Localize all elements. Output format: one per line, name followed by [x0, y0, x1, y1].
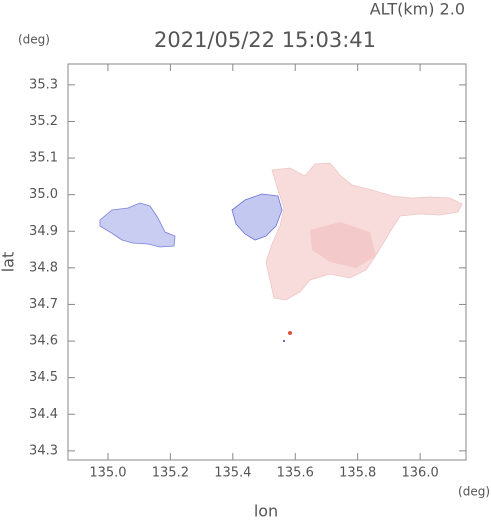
x-unit: (deg): [458, 485, 490, 499]
y-tick-label: 34.4: [29, 407, 58, 422]
y-tick-label: 35.2: [29, 114, 58, 129]
x-tick-label: 135.6: [277, 466, 314, 481]
y-tick-label: 35.3: [29, 77, 58, 92]
y-tick-label: 35.0: [29, 187, 58, 202]
y-axis-label: lat: [0, 252, 18, 273]
echo-region: [99, 202, 176, 248]
y-tick-label: 34.6: [29, 334, 58, 349]
echo-region: [310, 222, 376, 268]
x-tick-label: 136.0: [402, 466, 439, 481]
x-tick-label: 135.4: [214, 466, 251, 481]
plot-frame: [67, 63, 467, 461]
x-tick-label: 135.0: [89, 466, 126, 481]
echo-point: [283, 340, 285, 342]
y-tick-label: 34.5: [29, 370, 58, 385]
x-axis-label: lon: [254, 502, 278, 521]
echo-region: [231, 193, 283, 241]
y-tick-label: 34.7: [29, 297, 58, 312]
x-tick-label: 135.2: [152, 466, 189, 481]
echo-point: [288, 331, 292, 335]
y-tick-label: 35.1: [29, 151, 58, 166]
chart-title: 2021/05/22 15:03:41: [154, 28, 376, 52]
echo-field: [99, 162, 463, 342]
y-tick-label: 34.9: [29, 224, 58, 239]
y-unit: (deg): [18, 33, 50, 47]
altitude-label: ALT(km) 2.0: [370, 0, 465, 19]
x-tick-label: 135.8: [339, 466, 376, 481]
y-tick-label: 34.3: [29, 443, 58, 458]
y-tick-label: 34.8: [29, 260, 58, 275]
